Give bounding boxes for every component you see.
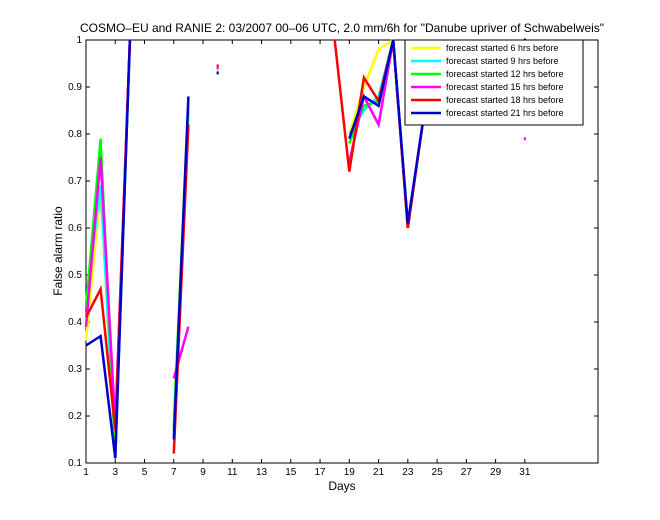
y-tick-label: 0.8	[68, 129, 82, 140]
y-tick-label: 0.2	[68, 411, 82, 422]
x-tick-label: 13	[256, 467, 268, 478]
legend-entry: forecast started 18 hrs before	[446, 95, 564, 105]
legend-entry: forecast started 9 hrs before	[446, 56, 559, 66]
x-tick-label: 25	[432, 467, 444, 478]
y-tick-label: 0.3	[68, 364, 82, 375]
y-tick-label: 0.9	[68, 82, 82, 93]
x-tick-label: 31	[519, 467, 531, 478]
y-tick-label: 0.4	[68, 317, 82, 328]
x-tick-label: 19	[344, 467, 356, 478]
x-axis: 1 3 5 7 9 11 13 15 17 19 21 23 25 27 29 31	[83, 40, 531, 478]
y-axis-label: False alarm ratio	[51, 206, 65, 296]
x-tick-label: 29	[490, 467, 502, 478]
series-line	[172, 96, 190, 440]
legend-entry: forecast started 21 hrs before	[446, 108, 564, 118]
x-tick-label: 21	[373, 467, 385, 478]
series-6	[85, 38, 526, 459]
x-tick-label: 9	[200, 467, 206, 478]
x-tick-label: 27	[461, 467, 473, 478]
legend-box	[404, 39, 584, 126]
x-tick-label: 7	[171, 467, 177, 478]
y-tick-label: 0.5	[68, 270, 82, 281]
x-tick-label: 1	[83, 467, 89, 478]
x-tick-label: 11	[227, 467, 238, 478]
legend-entry: forecast started 15 hrs before	[446, 82, 564, 92]
y-axis: 0.1 0.2 0.3 0.4 0.5 0.6 0.7 0.8 0.9 1	[68, 35, 598, 469]
plot-series	[84, 37, 527, 459]
y-tick-label: 0.7	[68, 176, 82, 187]
x-tick-label: 5	[142, 467, 148, 478]
series-line	[348, 39, 424, 224]
series-line	[85, 39, 132, 459]
y-tick-label: 1	[76, 35, 82, 46]
legend-entry: forecast started 6 hrs before	[446, 43, 559, 53]
legend-entry: forecast started 12 hrs before	[446, 69, 564, 79]
x-tick-label: 3	[112, 467, 118, 478]
y-tick-label: 0.1	[68, 458, 82, 469]
x-tick-label: 23	[402, 467, 414, 478]
y-tick-label: 0.6	[68, 223, 82, 234]
chart-title: COSMO–EU and RANIE 2: 03/2007 00–06 UTC,…	[80, 21, 604, 35]
x-axis-label: Days	[328, 479, 355, 493]
x-tick-label: 15	[285, 467, 297, 478]
x-tick-label: 17	[314, 467, 326, 478]
legend: forecast started 6 hrs before forecast st…	[404, 39, 584, 126]
